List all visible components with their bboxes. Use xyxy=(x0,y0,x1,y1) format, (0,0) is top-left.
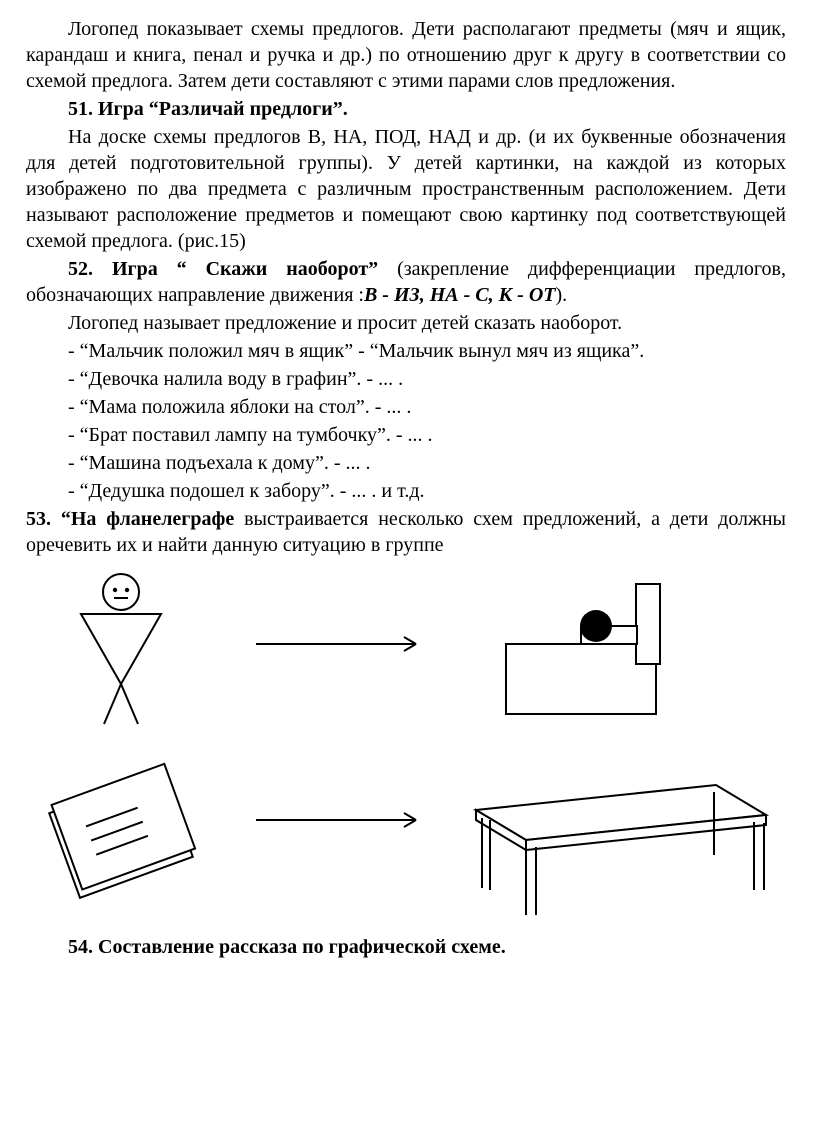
arrow-right-icon xyxy=(256,637,416,651)
example-line-4: - “Брат поставил лампу на тумбочку”. - .… xyxy=(26,422,786,448)
table-icon xyxy=(476,785,766,915)
diagram-row-2-svg xyxy=(26,740,786,930)
book-icon xyxy=(47,764,198,898)
example-line-6: - “Дедушка подошел к забору”. - ... . и … xyxy=(26,478,786,504)
diagram-row-1 xyxy=(26,564,786,734)
heading-52-pairs: В - ИЗ, НА - С, К - ОТ xyxy=(364,284,556,306)
diagram-row-2 xyxy=(26,740,786,930)
heading-52-title: 52. Игра “ Скажи наоборот” xyxy=(68,258,397,280)
example-line-5: - “Машина подъехала к дому”. - ... . xyxy=(26,450,786,476)
stick-person-icon xyxy=(81,574,161,724)
heading-51: 51. Игра “Различай предлоги”. xyxy=(26,96,786,122)
example-line-2: - “Девочка налила воду в графин”. - ... … xyxy=(26,366,786,392)
open-box-icon xyxy=(506,584,660,714)
diagram-row-1-svg xyxy=(26,564,786,734)
heading-52-rest2: ). xyxy=(555,284,567,306)
example-line-1: - “Мальчик положил мяч в ящик” - “Мальчи… xyxy=(26,338,786,364)
heading-52: 52. Игра “ Скажи наоборот” (закрепление … xyxy=(26,256,786,308)
document-body: Логопед показывает схемы предлогов. Дети… xyxy=(26,16,786,960)
intro-paragraph: Логопед показывает схемы предлогов. Дети… xyxy=(26,16,786,94)
paragraph-52-lead: Логопед называет предложение и просит де… xyxy=(26,310,786,336)
heading-53: 53. “На фланелеграфе выстраивается неско… xyxy=(26,506,786,558)
heading-54: 54. Составление рассказа по графической … xyxy=(26,934,786,960)
arrow-right-icon xyxy=(256,813,416,827)
paragraph-51: На доске схемы предлогов В, НА, ПОД, НАД… xyxy=(26,124,786,254)
heading-53-title: 53. “На фланелеграфе xyxy=(26,508,244,530)
example-line-3: - “Мама положила яблоки на стол”. - ... … xyxy=(26,394,786,420)
